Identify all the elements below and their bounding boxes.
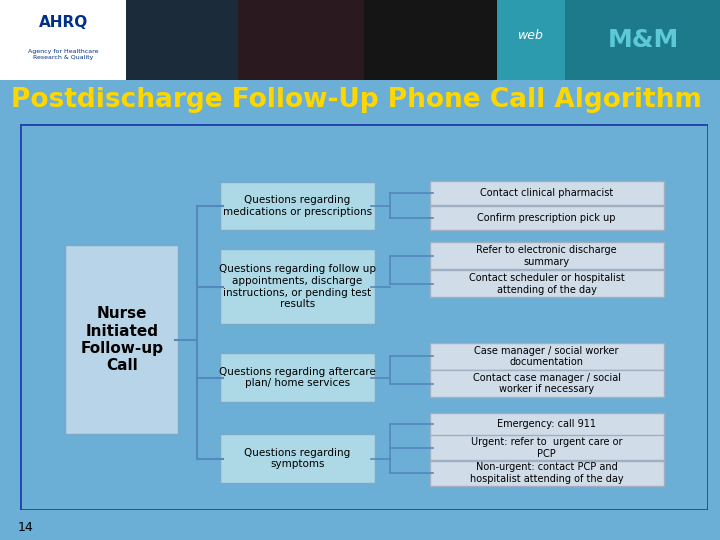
Text: Non-urgent: contact PCP and
hospitalist attending of the day: Non-urgent: contact PCP and hospitalist … — [470, 462, 624, 484]
Bar — [497, 0, 565, 80]
FancyBboxPatch shape — [430, 435, 664, 460]
FancyBboxPatch shape — [430, 206, 664, 230]
Bar — [238, 0, 364, 80]
Text: Urgent: refer to  urgent care or
PCP: Urgent: refer to urgent care or PCP — [471, 437, 623, 458]
Bar — [364, 0, 569, 80]
Text: Contact clinical pharmacist: Contact clinical pharmacist — [480, 188, 613, 198]
Text: Questions regarding
symptoms: Questions regarding symptoms — [244, 448, 351, 469]
Text: Contact scheduler or hospitalist
attending of the day: Contact scheduler or hospitalist attendi… — [469, 273, 624, 295]
Text: Questions regarding aftercare
plan/ home services: Questions regarding aftercare plan/ home… — [219, 367, 376, 388]
FancyBboxPatch shape — [220, 249, 374, 325]
Text: Questions regarding follow up
appointments, discharge
instructions, or pending t: Questions regarding follow up appointmen… — [219, 265, 376, 309]
Bar — [565, 0, 720, 80]
Text: Agency for Healthcare
Research & Quality: Agency for Healthcare Research & Quality — [28, 49, 99, 60]
Text: AHRQ: AHRQ — [39, 15, 88, 30]
FancyBboxPatch shape — [430, 461, 664, 486]
Text: Confirm prescription pick up: Confirm prescription pick up — [477, 213, 616, 223]
Text: Questions regarding
medications or prescriptions: Questions regarding medications or presc… — [222, 195, 372, 217]
Text: Postdischarge Follow-Up Phone Call Algorithm: Postdischarge Follow-Up Phone Call Algor… — [11, 87, 702, 113]
Bar — [0, 0, 126, 80]
Text: Emergency: call 911: Emergency: call 911 — [498, 420, 596, 429]
Text: Contact case manager / social
worker if necessary: Contact case manager / social worker if … — [473, 373, 621, 394]
Text: Refer to electronic discharge
summary: Refer to electronic discharge summary — [477, 245, 617, 267]
FancyBboxPatch shape — [430, 413, 664, 436]
FancyBboxPatch shape — [65, 245, 179, 435]
Text: Case manager / social worker
documentation: Case manager / social worker documentati… — [474, 346, 619, 367]
Text: web: web — [518, 30, 544, 43]
FancyBboxPatch shape — [430, 181, 664, 205]
FancyBboxPatch shape — [430, 343, 664, 369]
FancyBboxPatch shape — [220, 435, 374, 483]
FancyBboxPatch shape — [430, 242, 664, 269]
FancyBboxPatch shape — [430, 370, 664, 397]
Text: Nurse
Initiated
Follow-up
Call: Nurse Initiated Follow-up Call — [80, 306, 163, 374]
Text: 14: 14 — [18, 521, 34, 534]
FancyBboxPatch shape — [430, 271, 664, 298]
FancyBboxPatch shape — [220, 181, 374, 230]
FancyBboxPatch shape — [220, 353, 374, 402]
Text: M&M: M&M — [608, 28, 678, 52]
Bar — [126, 0, 238, 80]
